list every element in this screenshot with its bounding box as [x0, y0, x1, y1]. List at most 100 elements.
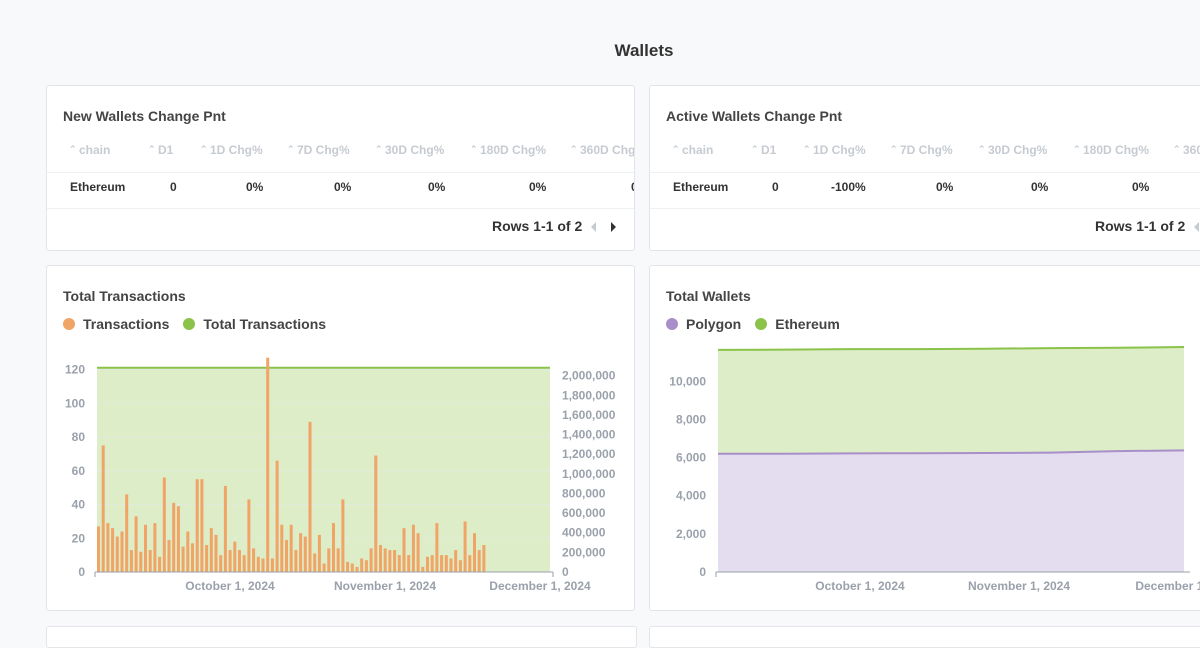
y-left-tick-label: 120 [65, 363, 85, 377]
x-tick-label: December 1, [1135, 579, 1200, 593]
transactions-bar [463, 521, 467, 572]
transactions-bar [341, 499, 345, 572]
total-transactions-card: Total Transactions Transactions Total Tr… [46, 265, 635, 611]
y-right-tick-label: 1,600,000 [562, 408, 616, 422]
transactions-bar [266, 357, 270, 572]
transactions-bar [261, 558, 265, 572]
transactions-bar [191, 543, 194, 572]
y-tick-label: 2,000 [676, 527, 706, 541]
prev-page-icon[interactable] [1194, 222, 1199, 232]
col-header-1d[interactable]: ⌃ 1D Chg% [200, 143, 263, 157]
transactions-bar [303, 536, 307, 572]
card-title: Active Wallets Change Pnt [666, 108, 843, 124]
transactions-bar [111, 528, 115, 572]
y-left-tick-label: 80 [72, 430, 86, 444]
transactions-bar [364, 560, 368, 572]
next-page-icon[interactable] [611, 222, 616, 232]
transactions-bar [430, 555, 434, 572]
transactions-bar [285, 539, 288, 572]
transactions-bar [195, 479, 199, 572]
cell-d1: 0 [772, 180, 779, 194]
legend-item-transactions[interactable]: Transactions [63, 316, 169, 332]
transactions-bar [238, 550, 241, 572]
col-header-7d[interactable]: ⌃ 7D Chg% [287, 143, 350, 157]
y-tick-label: 4,000 [676, 489, 706, 503]
y-right-tick-label: 800,000 [562, 486, 606, 500]
y-left-tick-label: 0 [78, 565, 85, 579]
transactions-bar [360, 558, 364, 572]
transactions-bar [458, 560, 462, 572]
transactions-bar [355, 566, 359, 572]
col-header-7d[interactable]: ⌃ 7D Chg% [890, 143, 953, 157]
transactions-bar [153, 523, 157, 572]
col-header-180d[interactable]: ⌃ 180D Chg% [470, 143, 547, 157]
transactions-bar [379, 545, 382, 572]
transactions-bar [256, 556, 260, 572]
y-tick-label: 8,000 [676, 412, 706, 426]
transactions-bar [228, 550, 232, 572]
col-header-180d[interactable]: ⌃ 180D Chg% [1073, 143, 1150, 157]
col-header-chain[interactable]: ⌃ chain [672, 143, 714, 157]
transactions-bar [242, 555, 246, 572]
pager-label: Rows 1-1 of 2 [1095, 218, 1186, 234]
col-header-1d[interactable]: ⌃ 1D Chg% [803, 143, 866, 157]
transactions-bar [454, 550, 458, 572]
transactions-bar [477, 550, 481, 572]
col-header-d1[interactable]: ⌃ D1 [148, 143, 174, 157]
card-title: New Wallets Change Pnt [63, 108, 226, 124]
transactions-bar [134, 516, 138, 572]
transactions-bar [289, 524, 293, 572]
transactions-bar [223, 485, 227, 572]
transactions-bar [317, 534, 321, 572]
transactions-bar [426, 556, 429, 572]
col-header-30d[interactable]: ⌃ 30D Chg% [978, 143, 1048, 157]
transactions-bar [407, 555, 411, 572]
next-card-stub [649, 626, 1200, 648]
transactions-bar [280, 524, 284, 572]
page-title: Wallets [614, 41, 674, 60]
transactions-bar [294, 550, 298, 572]
transactions-bar [172, 502, 176, 572]
y-right-tick-label: 1,000,000 [562, 467, 616, 481]
y-left-tick-label: 40 [72, 498, 86, 512]
transactions-bar [327, 548, 331, 572]
transactions-bar [129, 550, 133, 572]
y-tick-label: 10,000 [669, 374, 706, 388]
transactions-bar [421, 566, 425, 572]
transactions-bar [252, 548, 256, 572]
transactions-bar [402, 528, 406, 572]
col-header-chain[interactable]: ⌃ chain [69, 143, 111, 157]
transactions-bar [416, 533, 420, 572]
transactions-bar [440, 555, 444, 572]
cell-chain: Ethereum [70, 180, 126, 194]
active-wallets-card: Active Wallets Change Pnt ⌃ chain ⌃ D1 ⌃ 1D… [649, 85, 1200, 251]
cell-chain: Ethereum [673, 180, 729, 194]
col-header-30d[interactable]: ⌃ 30D Chg% [375, 143, 445, 157]
transactions-bar [200, 479, 204, 572]
transactions-bar [144, 524, 147, 572]
transactions-bar [148, 550, 152, 572]
cell-180d: 0% [1132, 180, 1150, 194]
transactions-bar [106, 523, 110, 572]
col-header-360d[interactable]: ⌃360D Chg% [1173, 143, 1200, 157]
legend-dot-icon [63, 318, 75, 330]
legend-dot-icon [183, 318, 196, 330]
y-tick-label: 0 [699, 565, 706, 579]
prev-page-icon[interactable] [591, 222, 596, 232]
chart-legend: Polygon Ethereum [666, 316, 854, 332]
legend-item-polygon[interactable]: Polygon [666, 316, 741, 332]
col-header-360d[interactable]: ⌃360D Chg% [570, 143, 635, 157]
polygon-line [718, 449, 1185, 455]
transactions-bar [473, 533, 476, 572]
cell-30d: 0% [1031, 180, 1049, 194]
y-left-tick-label: 20 [72, 531, 86, 545]
transactions-bar [332, 523, 335, 572]
transactions-bar [209, 528, 213, 572]
col-header-d1[interactable]: ⌃ D1 [751, 143, 777, 157]
legend-item-total-transactions[interactable]: Total Transactions [183, 316, 326, 332]
x-tick-label: November 1, 2024 [334, 579, 436, 593]
transactions-chart: 0 20 40 60 80 100 120 0 200,000 400,000 600,000 800… [65, 357, 616, 593]
legend-item-ethereum[interactable]: Ethereum [755, 316, 840, 332]
ethereum-area [718, 347, 1184, 454]
transactions-bar [181, 546, 185, 572]
